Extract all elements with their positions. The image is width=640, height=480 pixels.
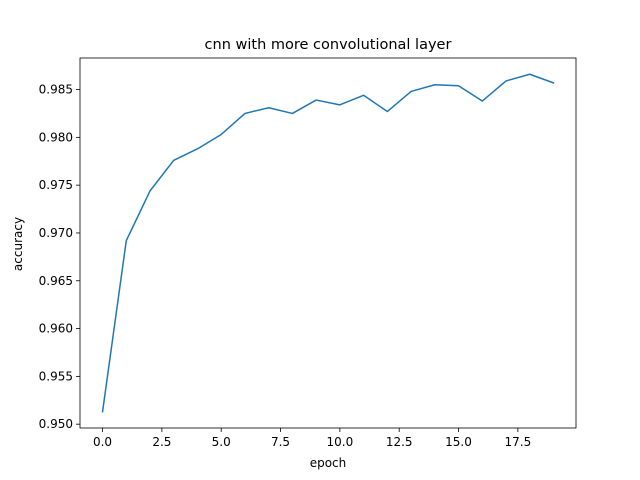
x-axis-label: epoch (310, 456, 347, 470)
x-tick-label: 12.5 (386, 435, 413, 449)
x-tick-label: 5.0 (212, 435, 231, 449)
x-tick-label: 17.5 (504, 435, 531, 449)
plot-area: 0.0 2.5 5.0 7.5 10.0 12.5 15.0 17.5 0.950 0.955 0.… (39, 57, 577, 449)
chart-title: cnn with more convolutional layer (205, 37, 452, 53)
y-tick-label: 0.960 (39, 322, 73, 336)
y-tick-label: 0.965 (39, 274, 73, 288)
y-axis-label: accuracy (11, 217, 25, 271)
series-line (101, 73, 555, 413)
x-tick-label: 2.5 (152, 435, 171, 449)
y-tick-label: 0.980 (39, 130, 73, 144)
y-tick-label: 0.970 (39, 226, 73, 240)
y-tick-label: 0.955 (39, 369, 73, 383)
y-tick-label: 0.985 (39, 83, 73, 97)
x-tick-label: 0.0 (93, 435, 112, 449)
axes-frame (79, 57, 577, 429)
y-tick-label: 0.950 (39, 417, 73, 431)
x-tick-label: 7.5 (271, 435, 290, 449)
y-tick-label: 0.975 (39, 178, 73, 192)
x-tick-label: 10.0 (327, 435, 354, 449)
x-tick-label: 15.0 (445, 435, 472, 449)
